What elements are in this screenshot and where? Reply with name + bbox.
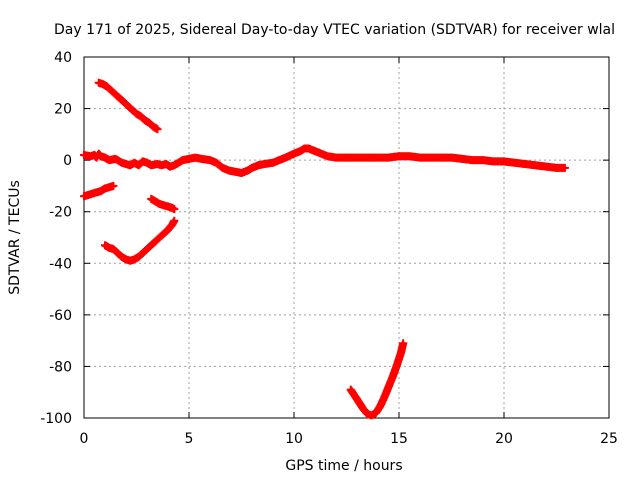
x-tick-labels: 0 5 10 15 20 25 [80, 431, 618, 447]
data-point [153, 125, 162, 134]
data-series-6 [346, 339, 408, 420]
plot-frame [83, 56, 610, 419]
data-point [109, 181, 118, 190]
y-tick-label: 40 [54, 50, 72, 66]
x-tick-label: 20 [495, 431, 513, 447]
chart-title: Day 171 of 2025, Sidereal Day-to-day VTE… [54, 22, 615, 38]
y-axis-label: SDTVAR / TECUs [7, 180, 23, 295]
data-points [80, 78, 569, 420]
x-tick-label: 0 [80, 431, 89, 447]
grid-lines [84, 57, 609, 418]
y-tick-label: -40 [49, 256, 72, 272]
x-tick-label: 10 [285, 431, 303, 447]
data-point [170, 216, 179, 225]
y-tick-label: -80 [49, 359, 72, 375]
data-series-4 [101, 216, 179, 265]
data-series-5 [147, 194, 179, 214]
data-series-2 [80, 181, 118, 201]
x-axis-label: GPS time / hours [285, 458, 402, 474]
data-point [560, 163, 569, 172]
y-tick-label: -100 [40, 411, 72, 427]
y-tick-labels: -100 -80 -60 -40 -20 0 20 40 [40, 50, 72, 427]
data-point [170, 205, 179, 214]
x-tick-label: 15 [390, 431, 408, 447]
x-tick-label: 25 [600, 431, 618, 447]
data-series-1 [80, 144, 569, 178]
y-tick-label: 20 [54, 102, 72, 118]
data-point [399, 339, 408, 348]
y-tick-label: -20 [49, 205, 72, 221]
y-tick-label: -60 [49, 308, 72, 324]
data-series-3 [94, 78, 162, 134]
x-tick-label: 5 [185, 431, 194, 447]
y-tick-label: 0 [63, 153, 72, 169]
axis-ticks [83, 56, 610, 419]
